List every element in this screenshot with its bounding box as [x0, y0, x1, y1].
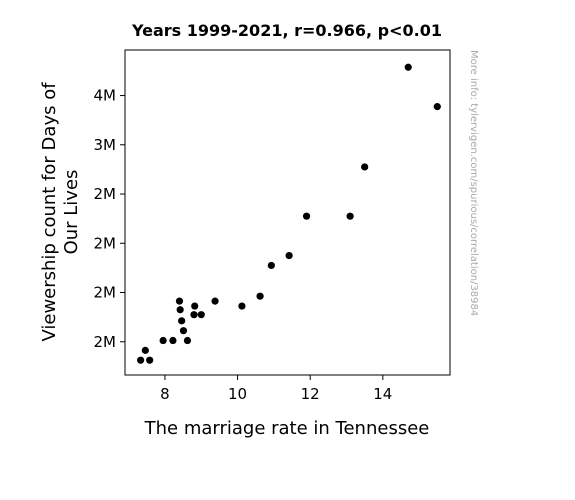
- data-point: [190, 311, 198, 319]
- y-tick-label: 2M: [94, 333, 117, 351]
- data-point: [137, 356, 145, 364]
- data-point: [183, 336, 192, 345]
- data-point: [211, 297, 219, 305]
- data-point: [285, 251, 293, 260]
- data-point: [346, 212, 354, 220]
- data-point: [433, 103, 441, 111]
- x-axis-ticks: 8 10 12 14: [160, 375, 392, 403]
- plot-area: [124, 49, 451, 376]
- data-point: [146, 356, 154, 364]
- x-tick-label: 8: [160, 385, 170, 403]
- data-point: [256, 292, 264, 300]
- data-point: [178, 317, 186, 325]
- x-axis-label: The marriage rate in Tennessee: [144, 418, 430, 439]
- data-point: [141, 346, 149, 354]
- data-point: [179, 327, 188, 335]
- y-axis-label-line-1: Viewership count for Days of: [39, 82, 60, 342]
- watermark-text: More info: tylervigen.com/spurious/corre…: [468, 50, 479, 316]
- y-tick-label: 3M: [94, 136, 117, 154]
- data-point: [361, 163, 369, 171]
- x-tick-label: 14: [373, 385, 392, 403]
- x-tick-label: 12: [301, 385, 320, 403]
- data-point: [197, 311, 205, 319]
- y-axis-ticks: 2M 2M 2M 2M 3M 4M: [94, 87, 125, 351]
- y-tick-label: 2M: [94, 284, 117, 302]
- data-point: [404, 63, 412, 71]
- chart-title: Years 1999-2021, r=0.966, p<0.01: [131, 21, 442, 40]
- y-tick-label: 2M: [94, 234, 117, 252]
- data-point: [267, 261, 275, 270]
- data-point: [169, 336, 177, 345]
- y-tick-label: 4M: [94, 87, 117, 105]
- x-tick-label: 10: [228, 385, 247, 403]
- data-point: [238, 302, 246, 310]
- y-axis-label-line-2: Our Lives: [61, 170, 82, 255]
- data-points: [137, 63, 441, 364]
- data-point: [175, 297, 184, 305]
- data-point: [176, 306, 184, 314]
- y-tick-label: 2M: [94, 185, 117, 203]
- data-point: [191, 302, 199, 310]
- data-point: [159, 336, 167, 345]
- data-point: [302, 212, 311, 220]
